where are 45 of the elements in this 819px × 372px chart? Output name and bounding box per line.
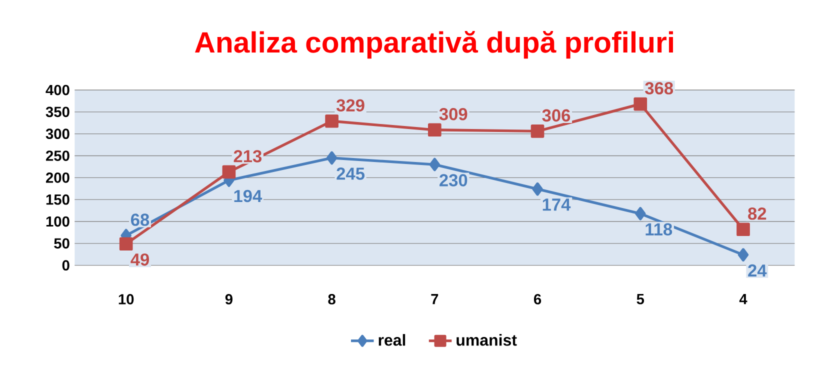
data-label: 174: [542, 198, 571, 211]
x-tick-label: 5: [636, 294, 644, 304]
data-label: 68: [130, 214, 150, 226]
y-tick-label: 350: [46, 106, 70, 118]
data-label: 230: [440, 174, 468, 186]
y-tick-label: 400: [46, 84, 70, 96]
point: [738, 248, 749, 262]
point: [222, 165, 236, 179]
x-tick-label: 10: [118, 294, 134, 304]
y-tick-label: 200: [46, 172, 70, 183]
x-tick-label: 6: [534, 294, 542, 304]
data-label: 329: [336, 99, 364, 112]
x-tick-label: 7: [431, 294, 438, 304]
point: [635, 206, 646, 220]
data-label: 194: [234, 190, 262, 202]
data-label: 213: [234, 150, 262, 162]
y-tick-label: 150: [46, 194, 70, 205]
y-tick-label: 300: [46, 128, 70, 140]
x-tick-label: 8: [328, 294, 336, 304]
point: [532, 182, 543, 196]
data-label: 82: [748, 208, 766, 220]
point: [429, 158, 440, 172]
data-label: 245: [336, 168, 365, 180]
chart-title: Analiza comparativă după profiluri: [194, 30, 673, 59]
point: [326, 151, 338, 165]
y-tick-label: 50: [54, 238, 70, 249]
y-tick-label: 100: [46, 216, 70, 227]
x-tick-label: 9: [225, 294, 232, 304]
y-tick-label: 0: [62, 260, 70, 271]
point: [736, 222, 750, 236]
data-label: 49: [130, 253, 149, 266]
point: [119, 237, 133, 251]
data-label: 24: [748, 264, 767, 277]
point: [530, 124, 544, 138]
legend-label: umanist: [456, 334, 517, 346]
data-label: 306: [542, 109, 570, 122]
point: [634, 97, 648, 111]
data-label: 309: [439, 108, 468, 120]
x-tick-label: 4: [739, 294, 748, 304]
point: [325, 114, 338, 128]
y-tick-label: 250: [46, 150, 70, 161]
legend-label: real: [378, 334, 406, 346]
data-label: 368: [645, 82, 674, 94]
point: [428, 123, 442, 137]
data-label: 118: [646, 223, 672, 236]
